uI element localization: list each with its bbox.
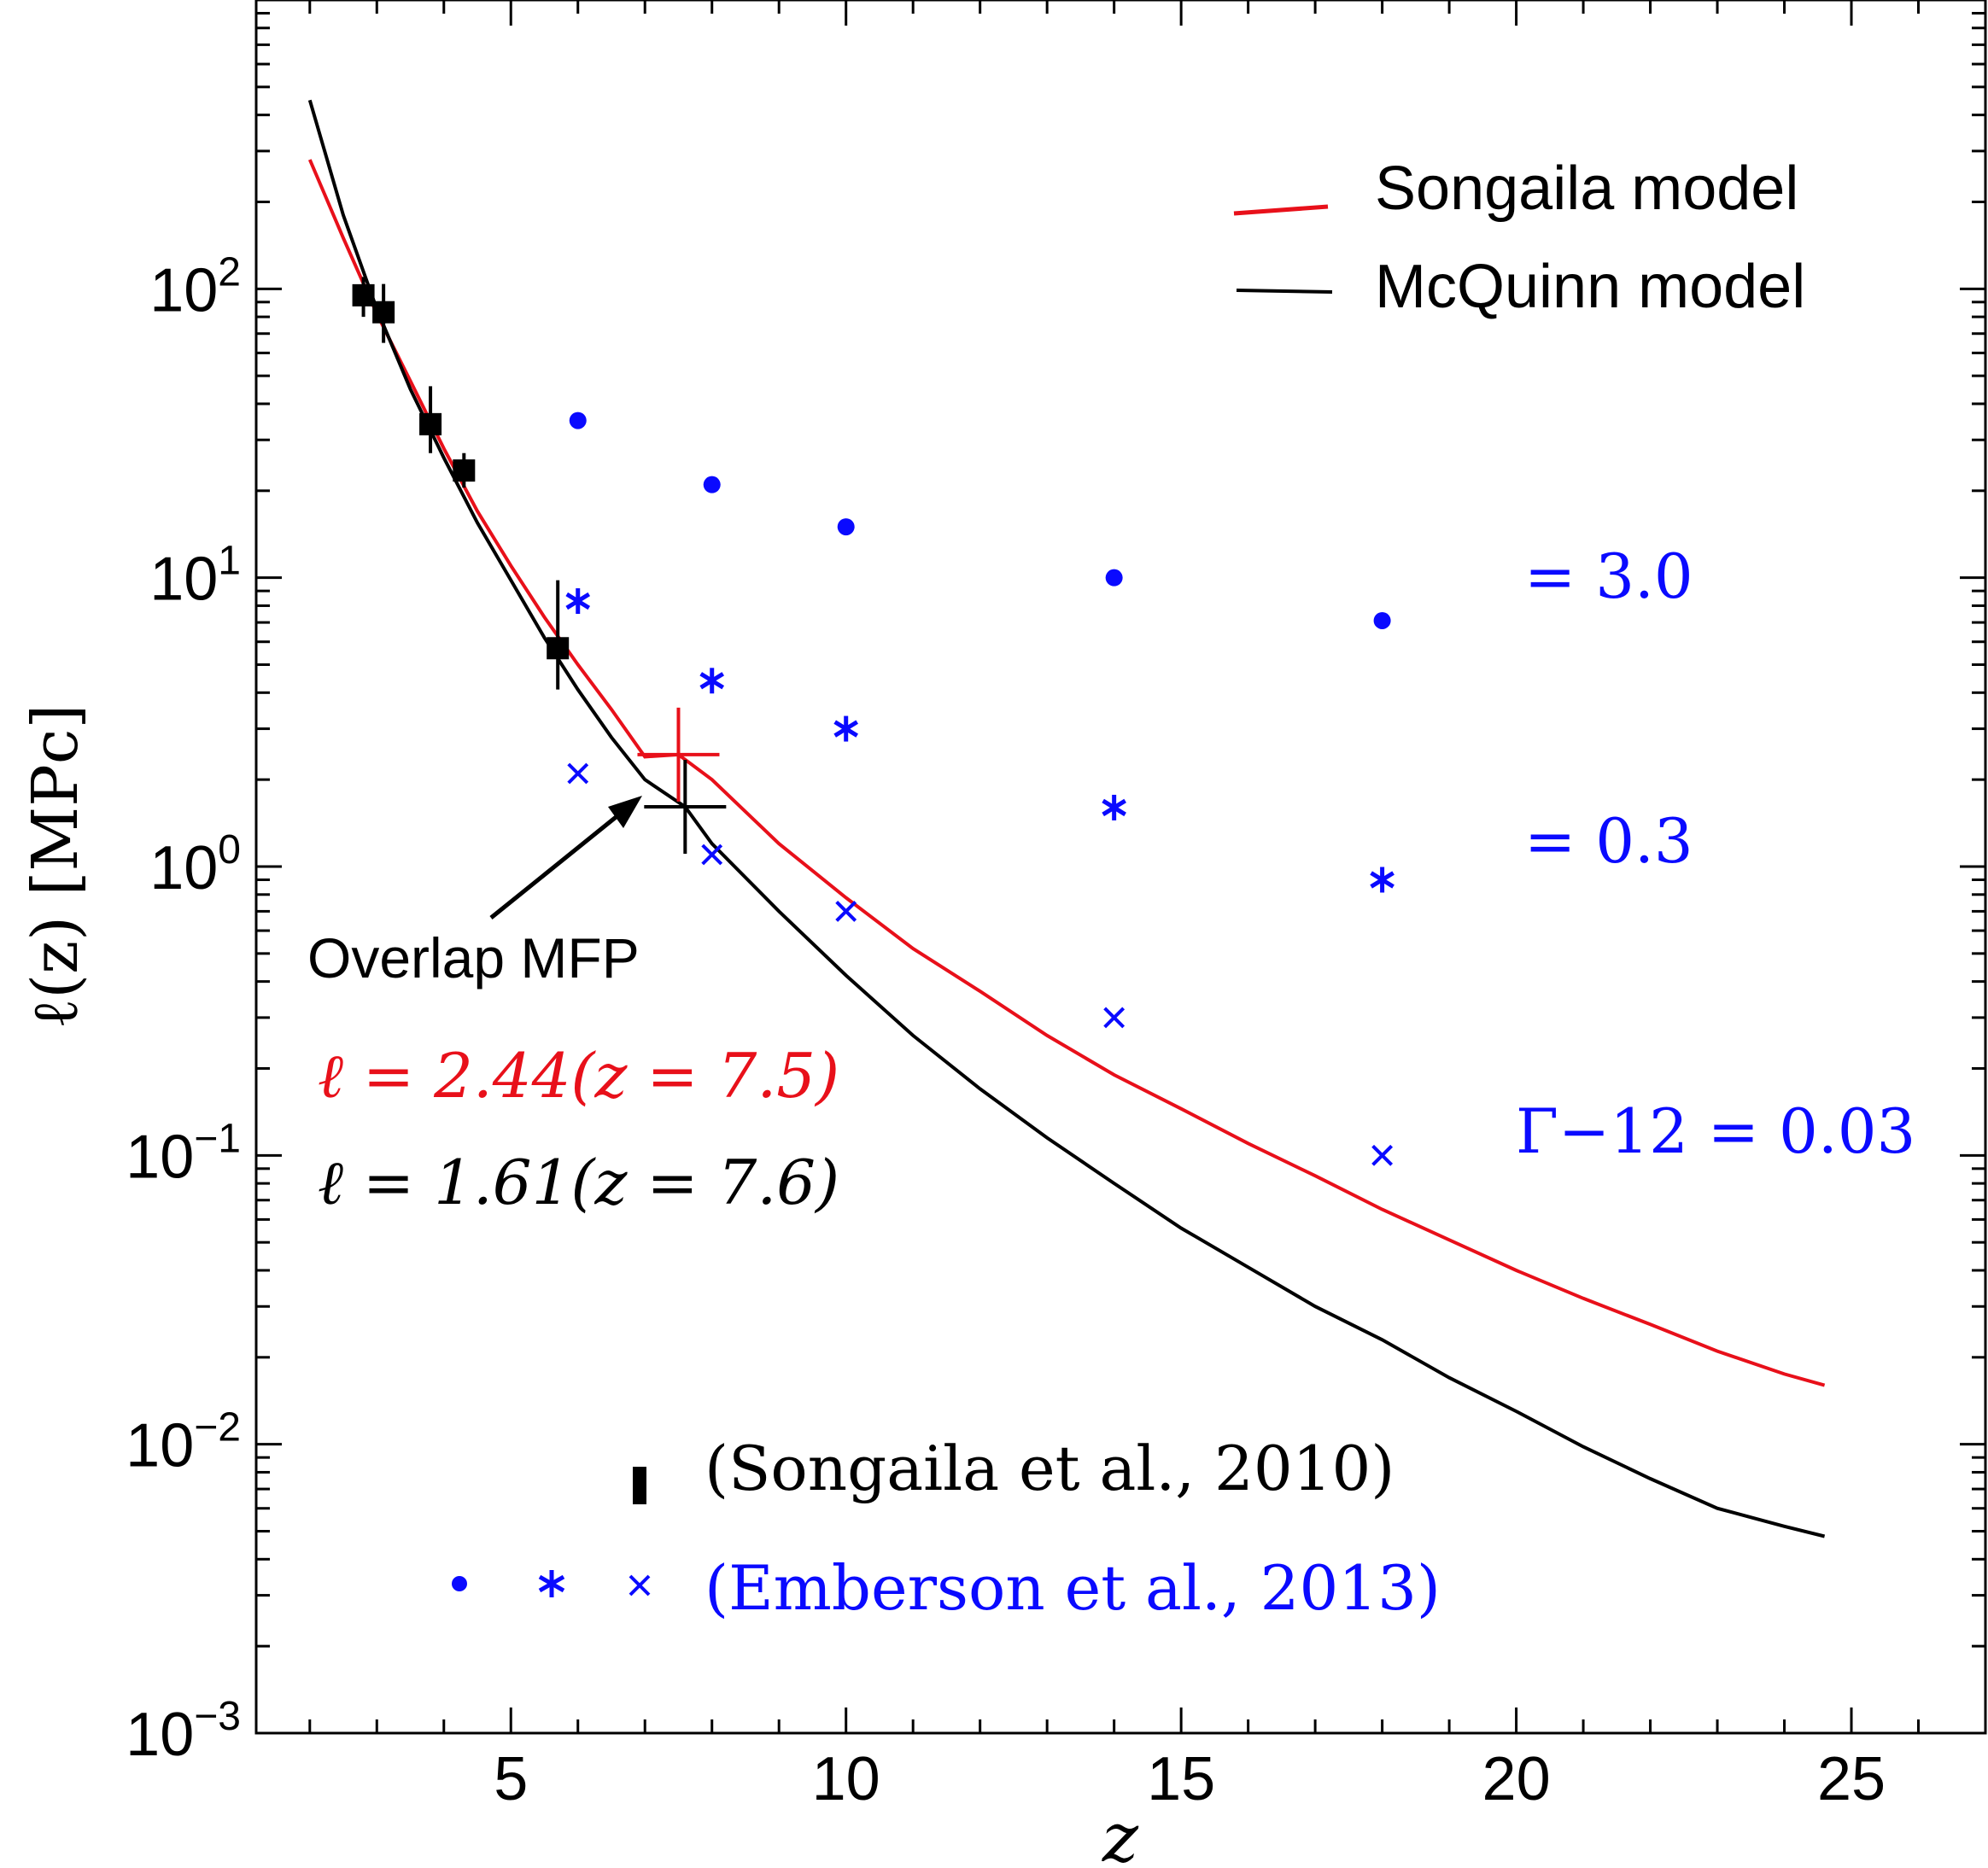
overlap-label: Overlap MFP xyxy=(307,926,640,989)
black-overlap-value: ℓ = 1.61(z = 7.6) xyxy=(318,1147,839,1218)
songaila-data-point xyxy=(547,637,570,660)
songaila-data-point xyxy=(352,283,375,306)
asterisk-stroke xyxy=(565,592,591,610)
songaila-data-point xyxy=(372,301,395,324)
gamma-label-0.03: Γ−12 = 0.03 xyxy=(1516,1095,1915,1167)
legend-swatch-mcquinn xyxy=(1236,289,1333,294)
x-tick-label: 20 xyxy=(1482,1745,1551,1813)
emberson-asterisk-point xyxy=(1370,867,1395,893)
legend-label-mcquinn: McQuinn model xyxy=(1375,253,1805,321)
y-tick-label: 10−2 xyxy=(126,1405,241,1480)
red-overlap-value: ℓ = 2.44(z = 7.5) xyxy=(318,1040,839,1112)
asterisk-stroke xyxy=(833,720,859,738)
emberson-ref-label: (Emberson et al., 2013) xyxy=(705,1552,1441,1624)
emberson-x-point xyxy=(701,844,723,866)
y-tick-label: 102 xyxy=(149,249,241,324)
emberson-ref-x-marker xyxy=(629,1574,651,1597)
emberson-dot-point xyxy=(569,412,587,429)
x-stroke xyxy=(701,844,723,866)
x-tick-label: 25 xyxy=(1817,1745,1886,1813)
emberson-x-point xyxy=(835,900,857,922)
songaila-model-line xyxy=(307,159,1826,1387)
x-stroke xyxy=(835,900,857,922)
emberson-ref-dot-marker xyxy=(452,1576,467,1591)
x-stroke xyxy=(567,762,589,785)
songaila-data-point xyxy=(419,412,442,435)
songaila-data-points xyxy=(352,277,570,690)
y-tick-label: 100 xyxy=(149,827,241,902)
axis-ticks xyxy=(256,0,1985,1735)
x-tick-label: 5 xyxy=(494,1745,528,1813)
asterisk-stroke xyxy=(1370,871,1395,889)
emberson-data-points xyxy=(565,412,1395,1166)
y-tick-label: 101 xyxy=(149,539,241,614)
x-stroke xyxy=(1103,1007,1126,1029)
songaila-ref-marker xyxy=(633,1467,646,1504)
emberson-x-point xyxy=(1371,1144,1394,1166)
overlap-marker-mcquinn xyxy=(644,760,727,855)
x-tick-label: 10 xyxy=(812,1745,880,1813)
y-tick-labels: 10−3 10−2 10−1 100 101 102 xyxy=(126,249,241,1769)
emberson-asterisk-point xyxy=(699,668,725,694)
songaila-data-point xyxy=(453,459,476,482)
x-tick-label: 15 xyxy=(1147,1745,1215,1813)
emberson-asterisk-point xyxy=(565,588,591,615)
emberson-x-point xyxy=(1103,1007,1126,1029)
legend: Songaila model McQuinn model xyxy=(1233,155,1805,321)
x-axis-label: z xyxy=(1102,1798,1139,1868)
asterisk-stroke xyxy=(699,672,725,690)
mcquinn-model-line xyxy=(307,99,1826,1538)
emberson-dot-point xyxy=(1373,611,1391,629)
emberson-asterisk-point xyxy=(1102,794,1126,820)
overlap-arrowhead xyxy=(608,796,642,828)
emberson-dot-point xyxy=(837,518,855,536)
asterisk-stroke xyxy=(1102,798,1126,817)
y-tick-label: 10−3 xyxy=(126,1694,241,1769)
emberson-dot-point xyxy=(1105,569,1123,587)
y-axis-label: ℓ(z) [MPc] xyxy=(19,704,92,1029)
x-stroke xyxy=(1371,1144,1394,1166)
overlap-arrow xyxy=(489,809,625,919)
emberson-asterisk-point xyxy=(833,715,859,742)
emberson-dot-point xyxy=(703,476,721,493)
emberson-x-point xyxy=(567,762,589,785)
songaila-ref-label: (Songaila et al., 2010) xyxy=(705,1433,1395,1504)
overlap-marker-songaila xyxy=(637,707,720,802)
gamma-label-0.3: = 0.3 xyxy=(1524,805,1693,877)
gamma-labels: = 3.0 = 0.3 Γ−12 = 0.03 xyxy=(1516,540,1915,1167)
x-tick-labels: 5 10 15 20 25 xyxy=(494,1745,1886,1813)
legend-label-songaila: Songaila model xyxy=(1375,155,1798,223)
overlap-markers xyxy=(637,707,727,855)
annotations: Overlap MFP ℓ = 2.44(z = 7.5) ℓ = 1.61(z… xyxy=(307,796,839,1218)
gamma-label-3: = 3.0 xyxy=(1524,540,1693,612)
emberson-ref-asterisk-marker xyxy=(538,1570,565,1597)
y-tick-label: 10−1 xyxy=(126,1116,241,1191)
legend-swatch-songaila xyxy=(1233,204,1329,216)
bottom-legend: (Songaila et al., 2010) (Emberson et al.… xyxy=(452,1433,1441,1624)
